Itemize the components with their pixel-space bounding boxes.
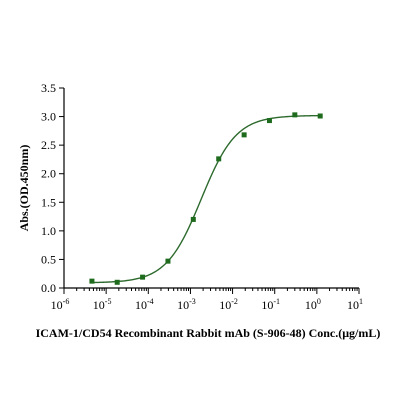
data-point xyxy=(140,274,146,280)
y-tick-label: 3.5 xyxy=(41,81,56,95)
fit-curve xyxy=(91,114,321,284)
y-axis: 0.0 0.5 1.0 1.5 2.0 2.5 3.0 3.5 xyxy=(41,81,65,295)
data-point xyxy=(165,258,171,264)
data-point xyxy=(292,112,298,118)
y-tick-label: 0.0 xyxy=(41,281,56,295)
data-point xyxy=(190,216,196,222)
data-point xyxy=(114,279,120,285)
x-tick-label: 10-6 xyxy=(51,297,70,312)
x-tick-label: 10-5 xyxy=(93,297,112,312)
data-point xyxy=(216,156,222,162)
y-axis-label: Abs.(OD.450nm) xyxy=(17,145,31,232)
x-axis: 10-6 10-5 10-4 10-3 10-2 10-1 100 101 xyxy=(51,287,363,312)
x-tick-label: 100 xyxy=(305,297,321,312)
x-tick-label: 101 xyxy=(347,297,363,312)
data-point xyxy=(317,113,323,119)
y-tick-label: 1.5 xyxy=(41,195,56,209)
plot-area xyxy=(89,112,323,285)
y-tick-label: 1.0 xyxy=(41,224,56,238)
y-tick-label: 2.0 xyxy=(41,167,56,181)
y-tick-label: 3.0 xyxy=(41,110,56,124)
y-tick-label: 2.5 xyxy=(41,138,56,152)
data-point xyxy=(266,118,272,124)
y-tick-label: 0.5 xyxy=(41,252,56,266)
x-tick-label: 10-3 xyxy=(177,297,196,312)
data-point xyxy=(241,132,247,138)
x-tick-label: 10-4 xyxy=(135,297,154,312)
x-tick-label: 10-2 xyxy=(219,297,238,312)
x-axis-label: ICAM-1/CD54 Recombinant Rabbit mAb (S-90… xyxy=(36,326,381,340)
x-tick-label: 10-1 xyxy=(261,297,280,312)
data-point xyxy=(89,278,95,284)
